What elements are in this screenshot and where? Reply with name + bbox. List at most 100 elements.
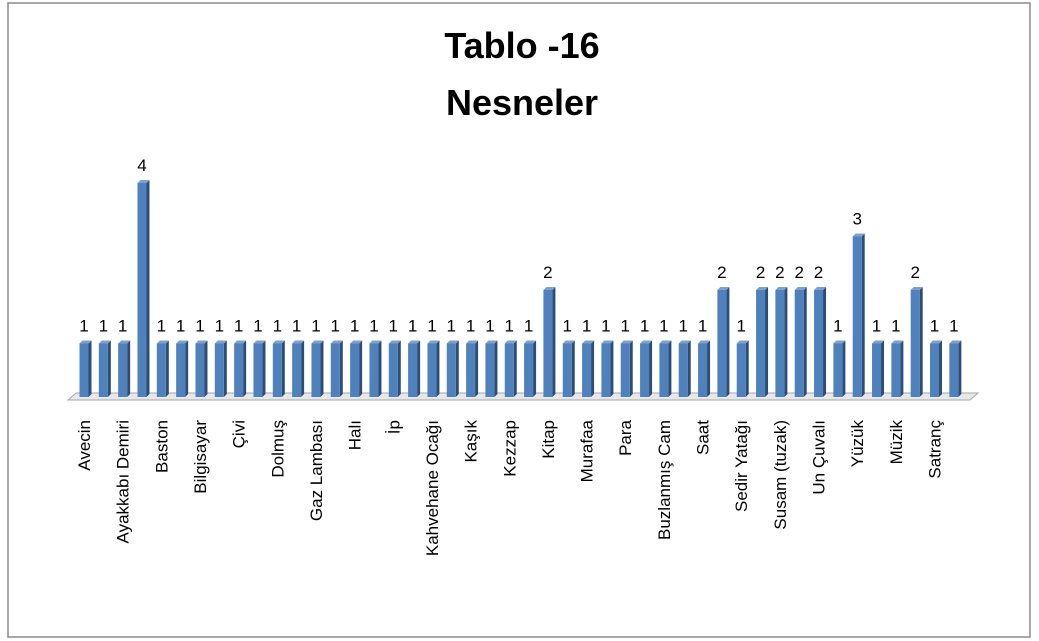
bar-top [562, 340, 575, 344]
bar [949, 343, 959, 397]
bar-side [494, 340, 498, 397]
bar [388, 343, 398, 397]
bar-side [436, 340, 440, 397]
data-label: 1 [563, 317, 572, 336]
x-tick-label: Dolmuş [268, 420, 287, 478]
bar-side [629, 340, 633, 397]
bar-top [330, 340, 343, 344]
data-label: 1 [408, 317, 417, 336]
data-label: 1 [640, 317, 649, 336]
bar-top [272, 340, 285, 344]
bar-side [475, 340, 479, 397]
bar-top [543, 287, 556, 290]
bar-top [485, 340, 498, 344]
bar-side [823, 287, 827, 397]
data-label: 2 [794, 263, 803, 282]
data-label: 1 [447, 317, 456, 336]
x-tick-label: Baston [152, 420, 171, 473]
bar-top [620, 340, 633, 344]
x-tick-label: Kitap [539, 420, 558, 459]
bar [775, 290, 785, 397]
bar-side [107, 340, 111, 397]
bar-top [659, 340, 672, 344]
bar [524, 343, 534, 397]
bar-top [504, 340, 517, 344]
data-label: 2 [814, 263, 823, 282]
bar-top [156, 340, 169, 344]
data-label: 1 [273, 317, 282, 336]
data-label: 1 [331, 317, 340, 336]
bar-side [765, 287, 769, 397]
bar-side [301, 340, 305, 397]
data-label: 1 [524, 317, 533, 336]
bar-top [292, 340, 305, 344]
x-tick-label: Saat [694, 420, 713, 455]
bar-top [524, 340, 537, 344]
bar [118, 343, 128, 397]
bar-top [756, 287, 769, 290]
bar [620, 343, 630, 397]
bar [562, 343, 572, 397]
bar-side [204, 340, 208, 397]
data-label: 1 [234, 317, 243, 336]
bar-side [127, 340, 131, 397]
data-label: 1 [505, 317, 514, 336]
data-label: 1 [930, 317, 939, 336]
data-label: 1 [891, 317, 900, 336]
bar [717, 290, 727, 397]
data-label: 1 [79, 317, 88, 336]
data-label: 1 [659, 317, 668, 336]
bar-top [852, 233, 865, 237]
bar-top [253, 340, 266, 344]
bar [814, 290, 824, 397]
bar [659, 343, 669, 397]
bar [485, 343, 495, 397]
x-tick-label: Satranç [926, 420, 945, 479]
bar-top [427, 340, 440, 344]
bar-side [262, 340, 266, 397]
data-label: 1 [99, 317, 108, 336]
bar [910, 290, 920, 397]
bar-side [803, 287, 807, 397]
bar [504, 343, 514, 397]
bar-top [872, 340, 885, 344]
bar-side [146, 180, 150, 397]
bar [736, 343, 746, 397]
data-label: 2 [543, 263, 552, 282]
bar [79, 343, 89, 397]
bar [330, 343, 340, 397]
bar [234, 343, 244, 397]
bar [311, 343, 321, 397]
bar-side [842, 340, 846, 397]
x-tick-label: Kaşık [462, 420, 481, 463]
bar-top [736, 340, 749, 344]
bar-top [833, 340, 846, 344]
bar [98, 343, 108, 397]
bar [195, 343, 205, 397]
bar-side [165, 340, 169, 397]
bar-top [195, 340, 208, 344]
bar [833, 343, 843, 397]
bar [582, 343, 592, 397]
bar [543, 290, 553, 397]
bar-top [118, 340, 131, 344]
bar-top [214, 340, 227, 344]
bar-side [571, 340, 575, 397]
chart-subtitle: Nesneler [446, 82, 598, 123]
bar [253, 343, 263, 397]
bar [891, 343, 901, 397]
bar-top [814, 287, 827, 290]
bar-side [513, 340, 517, 397]
data-label: 1 [833, 317, 842, 336]
bar [678, 343, 688, 397]
x-tick-label: Buzlanmış Cam [655, 420, 674, 540]
data-label: 1 [350, 317, 359, 336]
data-label: 1 [292, 317, 301, 336]
data-label: 1 [678, 317, 687, 336]
data-label: 1 [389, 317, 398, 336]
bar [698, 343, 708, 397]
bar [176, 343, 186, 397]
bar-side [417, 340, 421, 397]
bar [408, 343, 418, 397]
